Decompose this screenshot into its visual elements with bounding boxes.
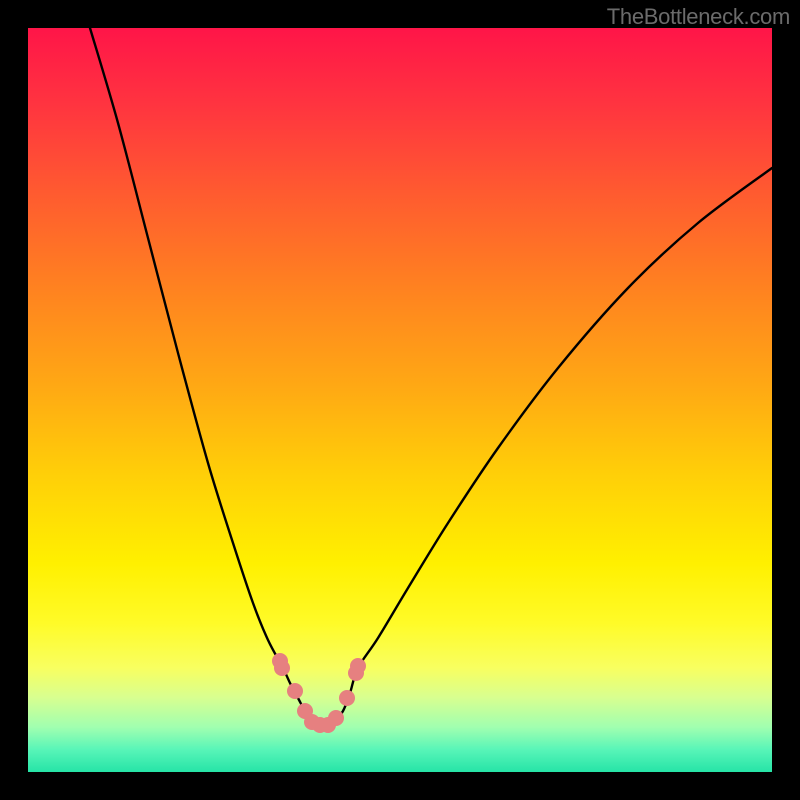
data-marker	[274, 660, 290, 676]
chart-svg	[28, 28, 772, 772]
gradient-background	[28, 28, 772, 772]
data-marker	[328, 710, 344, 726]
data-marker	[350, 658, 366, 674]
watermark-text: TheBottleneck.com	[607, 4, 790, 30]
plot-area	[28, 28, 772, 772]
chart-frame: TheBottleneck.com	[0, 0, 800, 800]
data-marker	[287, 683, 303, 699]
data-marker	[339, 690, 355, 706]
